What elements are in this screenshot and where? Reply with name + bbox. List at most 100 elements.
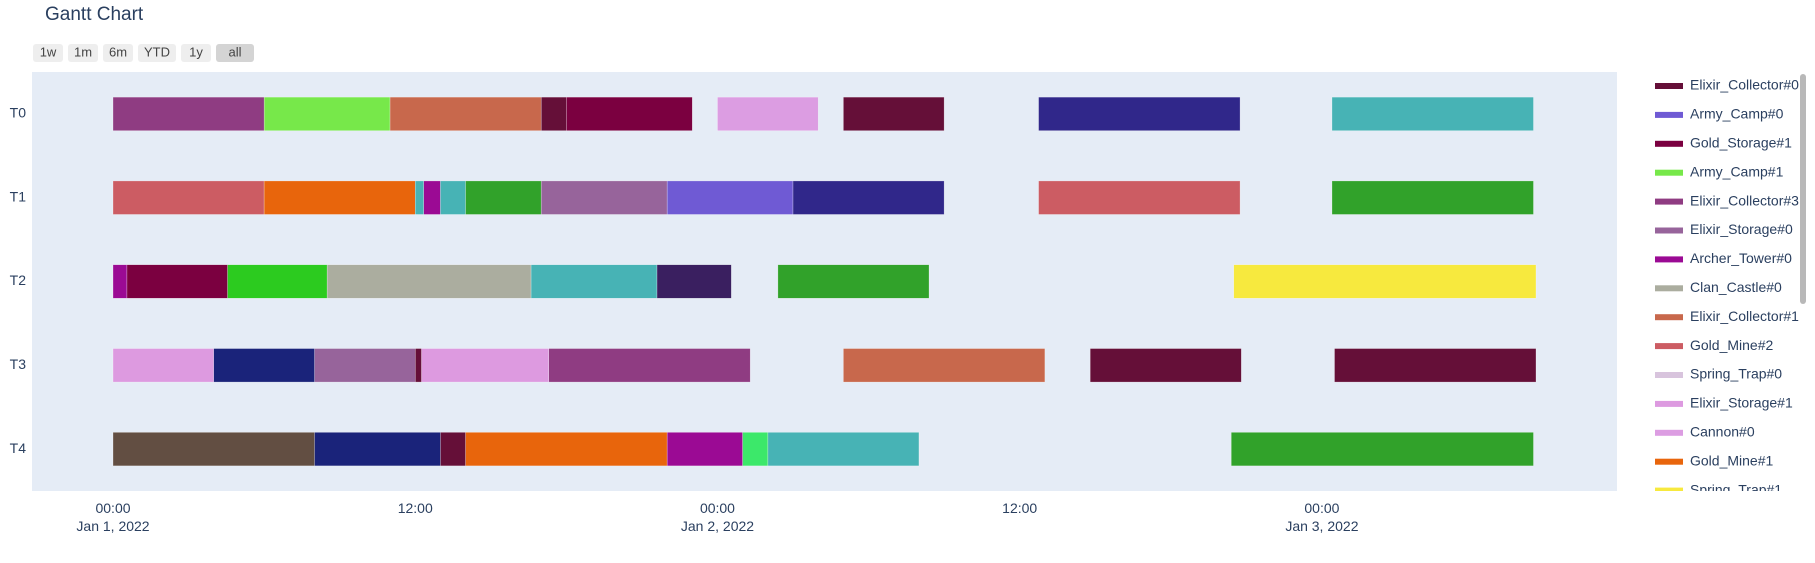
legend-label[interactable]: Elixir_Storage#0 <box>1690 221 1793 237</box>
legend-scrollbar[interactable] <box>1800 74 1806 304</box>
range-button-label: 1w <box>40 44 57 59</box>
legend-label[interactable]: Elixir_Collector#1 <box>1690 308 1799 324</box>
legend-label[interactable]: Army_Camp#1 <box>1690 163 1784 179</box>
x-tick-label: 00:00 Jan 2, 2022 <box>681 500 754 534</box>
legend-swatch <box>1655 343 1683 350</box>
task-bar <box>1038 96 1241 131</box>
legend-label[interactable]: Elixir_Collector#3 <box>1690 192 1799 208</box>
legend-swatch <box>1655 458 1683 465</box>
task-bar <box>414 348 422 383</box>
task-bar <box>1331 96 1534 131</box>
task-bar <box>326 264 532 299</box>
task-bar <box>112 264 128 299</box>
task-bar <box>1089 348 1242 383</box>
task-bar <box>566 96 693 131</box>
task-bar <box>112 180 265 215</box>
legend-swatch <box>1655 400 1683 407</box>
task-bar <box>792 180 945 215</box>
legend-label[interactable]: Elixir_Collector#0 <box>1690 77 1799 93</box>
legend-label[interactable]: Gold_Mine#1 <box>1690 452 1773 468</box>
task-bar <box>465 432 668 467</box>
range-button[interactable] <box>33 44 63 62</box>
legend-label[interactable]: Army_Camp#0 <box>1690 106 1784 122</box>
range-button[interactable] <box>138 44 176 62</box>
task-bar <box>717 96 819 131</box>
legend-swatch <box>1655 429 1683 436</box>
task-bar <box>540 96 567 131</box>
task-bar <box>843 96 945 131</box>
task-bar <box>314 348 416 383</box>
task-bar <box>1334 348 1537 383</box>
task-bar <box>767 432 920 467</box>
x-tick-label: 12:00 <box>398 500 433 516</box>
legend-swatch <box>1655 256 1683 263</box>
y-tick-label: T1 <box>10 188 27 204</box>
range-button-label: all <box>228 44 241 59</box>
legend-label[interactable]: Cannon#0 <box>1690 424 1755 440</box>
task-bar <box>666 432 743 467</box>
legend-swatch <box>1655 169 1683 176</box>
task-bar <box>465 180 542 215</box>
task-bar <box>1038 180 1241 215</box>
legend-label[interactable]: Archer_Tower#0 <box>1690 250 1792 266</box>
legend-swatch <box>1655 372 1683 378</box>
range-button[interactable] <box>103 44 133 62</box>
legend-label[interactable]: Gold_Mine#2 <box>1690 337 1773 353</box>
legend-label[interactable]: Spring_Trap#0 <box>1690 366 1782 382</box>
legend-label[interactable]: Elixir_Storage#1 <box>1690 395 1793 411</box>
task-bar <box>227 264 328 299</box>
legend-swatch <box>1655 285 1683 292</box>
legend: Elixir_Collector#0 Army_Camp#0 Gold_Storag… <box>1655 77 1799 497</box>
range-button-label: 1y <box>189 44 203 59</box>
legend-swatch <box>1655 314 1683 321</box>
task-bar <box>1331 180 1534 215</box>
task-bar <box>423 180 441 215</box>
y-tick-label: T2 <box>10 272 27 288</box>
task-bar <box>548 348 751 383</box>
legend-swatch <box>1655 111 1683 118</box>
task-bar <box>1230 432 1534 467</box>
x-tick-label: 12:00 <box>1002 500 1037 516</box>
task-bar <box>540 180 668 215</box>
task-bar <box>112 432 315 467</box>
task-bar <box>656 264 732 299</box>
legend-swatch <box>1655 487 1683 491</box>
task-bar <box>126 264 228 299</box>
legend-label[interactable]: Clan_Castle#0 <box>1690 279 1782 295</box>
range-button[interactable] <box>181 44 211 62</box>
range-button[interactable] <box>216 44 254 62</box>
task-bar <box>263 180 416 215</box>
range-button-label: 1m <box>74 44 92 59</box>
task-bar <box>530 264 658 299</box>
range-button-label: YTD <box>144 44 170 59</box>
task-bar <box>777 264 930 299</box>
task-bar <box>742 432 769 467</box>
legend-swatch <box>1655 83 1683 89</box>
task-bar <box>843 348 1046 383</box>
y-tick-label: T0 <box>10 105 27 121</box>
task-bar <box>440 432 466 467</box>
task-bar <box>112 348 215 383</box>
legend-swatch <box>1655 140 1683 147</box>
x-tick-label: 00:00 Jan 1, 2022 <box>76 500 149 534</box>
task-bar <box>112 96 265 131</box>
task-bar <box>440 180 466 215</box>
x-tick-label: 00:00 Jan 3, 2022 <box>1285 500 1358 534</box>
range-button-label: 6m <box>109 44 127 59</box>
chart-title: Gantt Chart <box>45 4 144 25</box>
task-bar <box>666 180 794 215</box>
task-bar <box>263 96 391 131</box>
task-bar <box>1233 264 1537 299</box>
task-bar <box>414 180 424 215</box>
task-bar <box>389 96 542 131</box>
y-tick-label: T3 <box>10 356 27 372</box>
range-button[interactable] <box>68 44 98 62</box>
legend-label[interactable]: Gold_Storage#1 <box>1690 135 1792 151</box>
task-bar <box>421 348 549 383</box>
task-bar <box>314 432 441 467</box>
y-tick-label: T4 <box>10 440 27 456</box>
legend-swatch <box>1655 227 1683 234</box>
legend-label[interactable]: Spring_Trap#1 <box>1690 481 1782 497</box>
